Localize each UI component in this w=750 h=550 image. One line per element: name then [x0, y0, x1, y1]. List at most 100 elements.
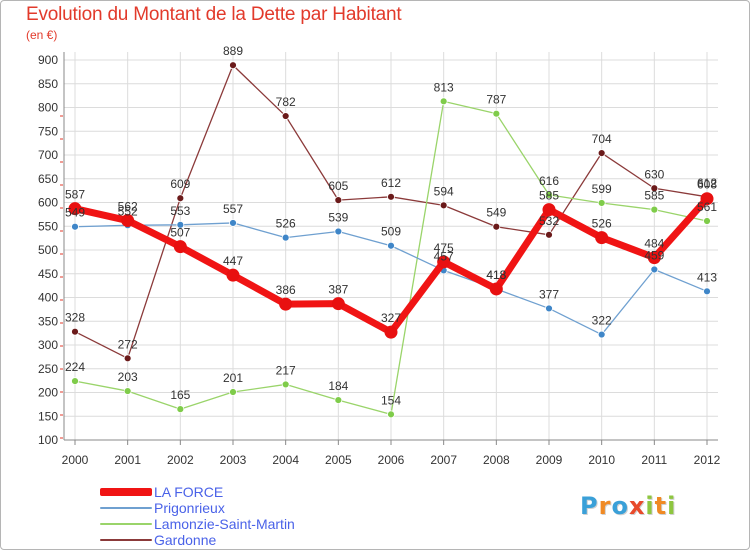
x-tick-label: 2011 [641, 453, 667, 467]
data-label-la-force: 484 [644, 237, 664, 251]
x-tick-label: 2000 [62, 453, 89, 467]
data-point-gardonne [439, 201, 448, 210]
y-tick-label: 350 [38, 314, 58, 328]
proxiti-logo: Proxiti [580, 492, 690, 522]
x-tick-label: 2004 [272, 453, 299, 467]
x-tick-label: 2002 [167, 453, 194, 467]
legend-swatch [100, 539, 152, 541]
logo-letter: t [654, 492, 668, 520]
legend: LA FORCE Prigonrieux Lamonzie-Saint-Martin… [100, 484, 295, 548]
axis-layer: 100 150 200 250 300 350 400 450 500 550 600 650 700 7… [38, 52, 721, 467]
legend-item: Prigonrieux [100, 500, 295, 516]
data-point-gardonne [176, 194, 185, 203]
x-tick-label: 2005 [325, 453, 352, 467]
logo-letter: o [611, 492, 629, 520]
data-point-prigonrieux [703, 287, 711, 296]
data-point-gardonne [123, 354, 132, 363]
data-label-la-force: 475 [434, 241, 454, 255]
data-point-gardonne [492, 222, 501, 231]
data-label-la-force: 585 [539, 189, 559, 203]
data-point-lamonzie-saint-martin [703, 217, 711, 225]
x-tick-label: 2003 [220, 453, 247, 467]
data-label-gardonne: 594 [434, 184, 454, 198]
legend-item: LA FORCE [100, 484, 295, 500]
x-tick-label: 2008 [483, 453, 510, 467]
data-label-prigonrieux: 413 [697, 270, 717, 284]
y-tick-label: 550 [38, 219, 58, 233]
y-tick-label: 450 [38, 267, 58, 281]
data-point-gardonne [229, 61, 237, 70]
data-point-gardonne [387, 192, 395, 201]
legend-swatch [100, 507, 152, 509]
data-point-prigonrieux [545, 304, 553, 313]
logo-letter: x [628, 492, 646, 520]
logo-letter: i [667, 492, 677, 520]
data-point-prigonrieux [334, 227, 343, 236]
data-label-prigonrieux: 553 [170, 204, 190, 218]
data-point-la-force [542, 203, 556, 217]
chart-subtitle: (en €) [26, 28, 58, 42]
data-point-lamonzie-saint-martin [176, 405, 185, 414]
data-point-gardonne [334, 196, 343, 205]
data-label-prigonrieux: 459 [644, 248, 664, 262]
data-label-la-force: 327 [381, 311, 401, 325]
data-point-la-force [279, 297, 293, 311]
data-label-lamonzie-saint-martin: 224 [65, 360, 85, 374]
data-point-la-force [489, 282, 503, 296]
data-label-lamonzie-saint-martin: 787 [486, 93, 506, 107]
data-point-gardonne [71, 327, 79, 336]
data-point-la-force [700, 192, 714, 206]
data-label-prigonrieux: 377 [539, 287, 559, 301]
data-label-lamonzie-saint-martin: 165 [170, 388, 190, 402]
data-label-lamonzie-saint-martin: 616 [539, 174, 559, 188]
y-tick-label: 300 [38, 338, 58, 352]
data-point-prigonrieux [229, 219, 237, 227]
legend-label: Prigonrieux [154, 500, 225, 516]
data-point-lamonzie-saint-martin [229, 388, 237, 396]
data-label-lamonzie-saint-martin: 585 [644, 189, 664, 203]
data-label-la-force: 562 [118, 200, 138, 214]
data-point-lamonzie-saint-martin [650, 205, 659, 214]
data-point-gardonne [545, 230, 553, 239]
y-tick-label: 900 [38, 53, 58, 67]
x-tick-label: 2012 [694, 453, 721, 467]
data-label-gardonne: 612 [697, 176, 717, 190]
data-point-lamonzie-saint-martin [387, 410, 395, 419]
legend-label: LA FORCE [154, 484, 224, 500]
data-label-prigonrieux: 322 [592, 314, 612, 328]
data-point-lamonzie-saint-martin [123, 387, 132, 395]
data-label-gardonne: 272 [118, 337, 138, 351]
legend-item: Gardonne [100, 532, 295, 548]
data-point-lamonzie-saint-martin [545, 190, 553, 199]
series-layer [68, 61, 714, 419]
data-point-la-force [173, 240, 187, 254]
data-label-la-force: 507 [170, 226, 190, 240]
data-point-la-force [595, 231, 609, 245]
data-point-prigonrieux [387, 241, 395, 250]
data-label-lamonzie-saint-martin: 561 [697, 200, 717, 214]
data-point-prigonrieux [71, 222, 79, 231]
data-point-lamonzie-saint-martin [597, 199, 606, 207]
data-label-lamonzie-saint-martin: 201 [223, 371, 243, 385]
y-tick-label: 200 [38, 386, 58, 400]
data-label-gardonne: 704 [592, 132, 612, 146]
data-label-lamonzie-saint-martin: 813 [434, 80, 454, 94]
data-point-lamonzie-saint-martin [281, 380, 290, 389]
data-label-lamonzie-saint-martin: 203 [118, 370, 138, 384]
data-point-la-force [331, 297, 345, 311]
data-point-la-force [384, 325, 398, 339]
data-point-prigonrieux [281, 233, 290, 242]
data-label-la-force: 386 [276, 283, 296, 297]
data-label-gardonne: 328 [65, 311, 85, 325]
data-point-prigonrieux [176, 220, 185, 229]
y-tick-label: 400 [38, 291, 58, 305]
data-point-lamonzie-saint-martin [439, 97, 448, 106]
data-point-la-force [121, 214, 135, 228]
data-label-gardonne: 605 [328, 179, 348, 193]
data-label-gardonne: 609 [170, 177, 190, 191]
data-label-lamonzie-saint-martin: 154 [381, 393, 401, 407]
x-tick-label: 2009 [536, 453, 563, 467]
data-label-prigonrieux: 549 [65, 206, 85, 220]
data-label-gardonne: 630 [644, 167, 664, 181]
